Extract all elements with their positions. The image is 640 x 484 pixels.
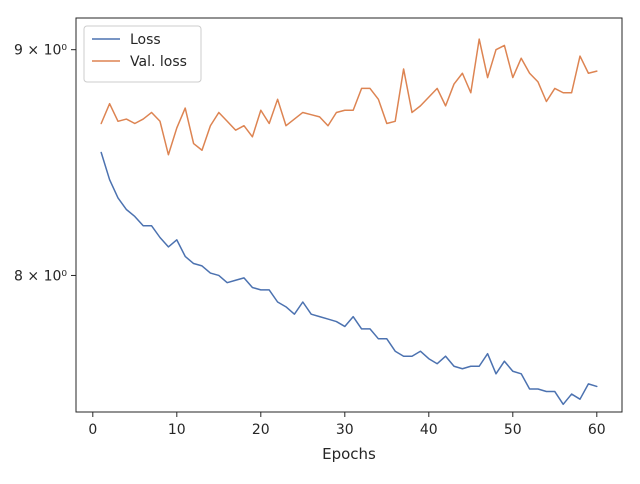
x-tick-label: 40 <box>420 422 438 438</box>
series-line-0 <box>100 151 598 406</box>
x-axis: 0 10 20 30 40 50 60 <box>88 412 606 438</box>
x-axis-label: Epochs <box>322 445 376 463</box>
plot-lines <box>100 38 598 406</box>
series-line-1 <box>100 38 598 156</box>
x-tick-label: 10 <box>168 422 186 438</box>
x-tick-label: 30 <box>336 422 354 438</box>
legend-box <box>83 25 202 83</box>
legend: Loss Val. loss <box>83 25 202 83</box>
y-axis: 8 × 10⁰ 9 × 10⁰ <box>14 43 76 284</box>
x-tick-label: 0 <box>88 422 97 438</box>
x-tick-label: 60 <box>588 422 606 438</box>
y-tick-label: 9 × 10⁰ <box>14 43 67 59</box>
legend-label-0: Loss <box>130 32 161 48</box>
plot-frame <box>75 17 623 413</box>
x-tick-label: 50 <box>504 422 522 438</box>
y-tick-label: 8 × 10⁰ <box>14 268 67 284</box>
legend-label-1: Val. loss <box>130 54 187 70</box>
x-tick-label: 20 <box>252 422 270 438</box>
